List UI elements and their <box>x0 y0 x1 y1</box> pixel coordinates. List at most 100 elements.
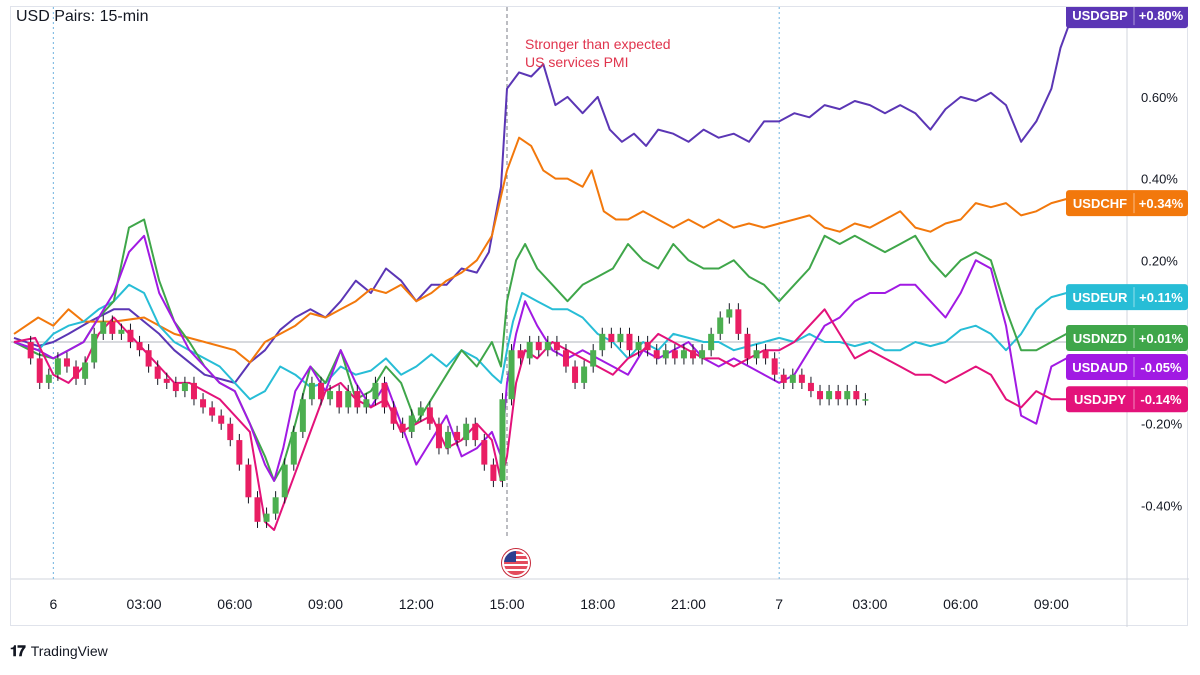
candle-body <box>417 407 424 416</box>
series-label-value: -0.05% <box>1140 360 1182 375</box>
candle-body <box>671 350 678 359</box>
candle-body <box>463 423 470 441</box>
us-flag-icon[interactable] <box>502 549 530 577</box>
candle-body <box>36 358 43 383</box>
x-tick-label: 03:00 <box>852 596 887 612</box>
candle-body <box>508 350 515 400</box>
x-tick-label: 7 <box>775 596 783 612</box>
chart-frame: 0.60% 0.40% 0.20% -0.20% -0.40% 6 03:00 06:00 09… <box>10 6 1189 627</box>
candle-body <box>644 342 651 351</box>
candle-body <box>708 333 715 351</box>
candle-body <box>127 329 134 343</box>
series-label-name: USDEUR <box>1073 290 1129 305</box>
candle-body <box>318 382 324 400</box>
candle-body <box>481 440 488 465</box>
candle-body <box>281 464 288 498</box>
series-label-value: -0.14% <box>1140 392 1182 407</box>
candle-body <box>817 391 824 400</box>
series-label-name: USDCHF <box>1073 196 1127 211</box>
candle-body <box>454 431 461 441</box>
candle-body <box>771 358 778 375</box>
series-line-usdchf <box>13 136 1082 364</box>
event-annotation: Stronger than expected US services PMI <box>525 36 671 70</box>
candle-body <box>445 431 452 449</box>
candle-body <box>363 399 370 408</box>
chart-title: USD Pairs: 15-min <box>16 8 149 25</box>
candle-body <box>435 423 442 449</box>
candle-body <box>390 407 397 424</box>
y-tick-label: -0.40% <box>1141 498 1183 513</box>
candle-body <box>109 321 116 334</box>
candle-body <box>27 342 34 359</box>
tradingview-logo-icon[interactable]: 𝟏𝟕 <box>10 642 26 660</box>
series-label-usdeur: USDEUR +0.11% <box>1066 284 1188 311</box>
x-tick-label: 03:00 <box>127 596 162 612</box>
candle-body <box>490 464 497 481</box>
candle-body <box>526 342 533 359</box>
candle-body <box>553 342 560 351</box>
candle-body <box>499 399 506 481</box>
candle-body <box>254 497 261 522</box>
candle-body <box>690 350 696 359</box>
candle-body <box>272 497 279 514</box>
candle-body <box>308 382 315 400</box>
candle-body <box>635 342 642 351</box>
candle-body <box>399 423 406 432</box>
candle-body <box>517 350 524 359</box>
chart-plot[interactable]: 0.60% 0.40% 0.20% -0.20% -0.40% 6 03:00 06:00 09… <box>11 7 1189 627</box>
candle-body <box>290 431 297 465</box>
candle-body <box>73 366 80 379</box>
candle-body <box>154 366 161 379</box>
x-tick-label: 21:00 <box>671 596 706 612</box>
candle-body <box>753 350 760 359</box>
candle-body <box>544 342 551 351</box>
candle-body <box>807 382 814 392</box>
candle-body <box>100 321 107 334</box>
brand-name[interactable]: TradingView <box>30 643 108 659</box>
series-line-usdgbp <box>13 14 1083 384</box>
candle-body <box>236 440 243 465</box>
series-label-usdchf: USDCHF +0.34% <box>1066 190 1188 217</box>
candle-body <box>581 366 588 383</box>
x-tick-label: 12:00 <box>399 596 434 612</box>
candle-body <box>372 382 379 400</box>
series-line-usdaud <box>13 234 1082 482</box>
series-label-bg <box>1066 324 1188 351</box>
series-line-usdeur <box>13 283 1082 401</box>
series-label-name: USDNZD <box>1073 331 1127 346</box>
candle-body <box>63 358 70 367</box>
candle-body <box>680 350 687 359</box>
candle-body <box>82 362 89 379</box>
series-label-name: USDGBP <box>1072 8 1128 23</box>
candle-body <box>862 399 869 401</box>
x-tick-label: 06:00 <box>943 596 978 612</box>
candle-body <box>798 374 805 383</box>
candle-body <box>617 333 624 343</box>
candle-body <box>780 374 787 383</box>
candle-body <box>408 415 415 432</box>
candle-body <box>835 391 842 400</box>
candle-body <box>345 391 352 408</box>
series-label-usdnzd: USDNZD +0.01% <box>1066 324 1188 351</box>
series-label-bg <box>1066 284 1188 311</box>
candle-body <box>336 391 343 408</box>
candle-body <box>327 391 334 400</box>
candle-body <box>145 350 152 367</box>
candle-body <box>245 464 252 498</box>
candle-body <box>853 391 860 400</box>
footer: 𝟏𝟕 TradingView <box>10 640 108 662</box>
series-label-value: +0.80% <box>1139 8 1184 23</box>
candle-body <box>91 333 98 363</box>
x-tick-label: 06:00 <box>217 596 252 612</box>
candle-body <box>354 391 361 408</box>
x-tick-label: 15:00 <box>489 596 524 612</box>
candle-body <box>744 333 751 359</box>
candle-body <box>717 317 724 334</box>
candle-body <box>172 382 179 392</box>
candle-body <box>54 358 61 375</box>
candle-body <box>699 350 706 359</box>
candle-body <box>599 333 606 351</box>
series-label-bg <box>1066 190 1188 217</box>
series-label-bg <box>1066 386 1188 413</box>
candle-body <box>626 333 633 351</box>
